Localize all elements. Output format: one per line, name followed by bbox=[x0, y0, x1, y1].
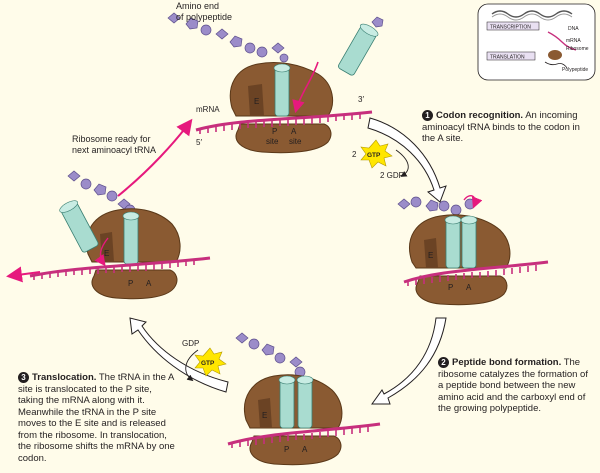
inset-polypeptide-label: Polypeptide bbox=[562, 67, 588, 73]
ribosome-ready-line1: Ribosome ready for bbox=[72, 134, 151, 144]
mrna-shift-arrow bbox=[6, 266, 41, 283]
p-label-right: P bbox=[448, 283, 453, 292]
gtp-label-1: GTP bbox=[367, 152, 381, 159]
p-site-label: P bbox=[272, 127, 277, 136]
a-label-right: A bbox=[466, 283, 472, 292]
step-2-body: The ribosome catalyzes the formation of … bbox=[438, 357, 588, 414]
a-label-left: A bbox=[146, 279, 152, 288]
step-2-note: 2 Peptide bond formation. The ribosome ca… bbox=[438, 357, 588, 415]
amino-end-label-line1: Amino end bbox=[176, 1, 219, 11]
cycle-arrow-1 bbox=[367, 117, 447, 203]
ready-arrow bbox=[117, 118, 193, 197]
ribosome-bottom: E P A bbox=[227, 332, 381, 466]
cycle-arrow-2 bbox=[371, 317, 447, 405]
inset-translation-box bbox=[486, 51, 536, 61]
cycle-arrows bbox=[129, 117, 447, 405]
five-prime-label: 5′ bbox=[196, 138, 202, 147]
gtp-count: 2 bbox=[352, 150, 357, 159]
cycle-arrow-3 bbox=[129, 317, 229, 393]
e-site-label-bottom: E bbox=[262, 411, 267, 420]
step-3-note: 3 Translocation. The tRNA in the A site i… bbox=[18, 372, 178, 464]
gdp-label-1: 2 GDP bbox=[380, 171, 404, 180]
e-site-label: E bbox=[254, 97, 259, 106]
gtp-label-3: GTP bbox=[201, 360, 215, 367]
ribosome-top: E mRNA 5′ 3′ P A site site bbox=[167, 12, 384, 154]
p-site-word: site bbox=[266, 137, 279, 146]
step-3-body: The tRNA in the A site is translocated t… bbox=[18, 372, 175, 464]
e-site-label-left: E bbox=[104, 249, 109, 258]
p-label-left: P bbox=[128, 279, 133, 288]
polypeptide-bottom bbox=[235, 332, 306, 378]
polypeptide-right bbox=[397, 196, 476, 216]
polypeptide-top bbox=[167, 12, 289, 63]
gtp-burst-1: GTP 2 2 GDP bbox=[352, 139, 409, 180]
step-1-number: 1 bbox=[422, 110, 433, 121]
inset-transcription-box bbox=[486, 21, 540, 31]
inset-transcription-label: TRANSCRIPTION bbox=[490, 25, 531, 31]
ribosome-ready-line2: next aminoacyl tRNA bbox=[72, 145, 156, 155]
p-label-bottom: P bbox=[284, 445, 289, 454]
p-site-trna bbox=[274, 67, 290, 117]
step-3-number: 3 bbox=[18, 372, 29, 383]
inset-dna-label: DNA bbox=[568, 26, 579, 32]
ribosome-left: E P A bbox=[6, 170, 211, 300]
a-label-bottom: A bbox=[302, 445, 308, 454]
inset-translation-label: TRANSLATION bbox=[490, 55, 525, 61]
inset-mrna bbox=[547, 31, 577, 51]
overview-inset: TRANSCRIPTION DNA mRNA Ribosome TRANSLAT… bbox=[477, 3, 596, 81]
three-prime-label: 3′ bbox=[358, 95, 364, 104]
incoming-trna bbox=[338, 23, 379, 76]
ribosome-right: E P A bbox=[397, 195, 549, 306]
inset-mrna-label: mRNA bbox=[566, 38, 581, 44]
e-site-label-right: E bbox=[428, 251, 433, 260]
amino-end-label-line2: of polypeptide bbox=[176, 12, 232, 22]
step-1-note: 1 Codon recognition. An incoming aminoacy… bbox=[422, 110, 592, 145]
gdp-label-3: GDP bbox=[182, 339, 199, 348]
step-2-number: 2 bbox=[438, 357, 449, 368]
step-2-title: Peptide bond formation. bbox=[452, 357, 562, 368]
inset-ribosome bbox=[548, 50, 562, 60]
mrna-label: mRNA bbox=[196, 105, 220, 114]
polypeptide-left bbox=[67, 170, 136, 216]
gtp-burst-3: GTP GDP bbox=[182, 339, 227, 382]
a-site-word: site bbox=[289, 137, 302, 146]
a-site-label: A bbox=[291, 127, 297, 136]
mrna-top bbox=[195, 110, 373, 132]
dna-strand bbox=[491, 10, 573, 18]
inset-ribosome-label: Ribosome bbox=[566, 46, 589, 52]
step-1-title: Codon recognition. bbox=[436, 110, 524, 121]
step-3-title: Translocation. bbox=[32, 372, 97, 383]
step-1-body: An incoming aminoacyl tRNA binds to the … bbox=[422, 110, 580, 144]
